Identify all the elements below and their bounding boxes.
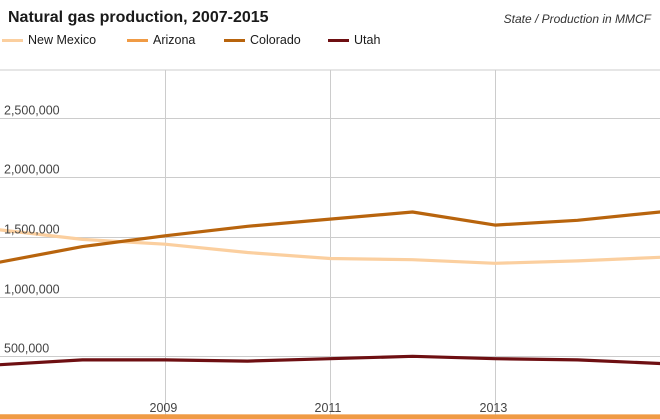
y-tick-label: 2,500,000 <box>4 104 60 118</box>
series-line-new-mexico[interactable] <box>0 228 660 265</box>
series-line-utah[interactable] <box>0 354 660 367</box>
tick-labels: 500,000 1,000,000 1,500,000 2,000,000 2,500,… <box>4 104 507 416</box>
y-tick-label: 2,000,000 <box>4 163 60 177</box>
series-line-colorado[interactable] <box>0 210 660 264</box>
legend-swatch-utah <box>328 39 349 42</box>
x-tick-label: 2011 <box>315 401 342 415</box>
legend: New Mexico Arizona Colorado Utah <box>0 32 660 50</box>
x-tick-label: 2009 <box>150 401 178 415</box>
legend-swatch-colorado <box>224 39 245 42</box>
legend-label-new-mexico: New Mexico <box>28 33 97 47</box>
y-tick-label: 1,000,000 <box>4 283 60 297</box>
chart-title: Natural gas production, 2007-2015 <box>8 9 269 26</box>
legend-label-colorado: Colorado <box>250 33 301 47</box>
y-tick-label: 1,500,000 <box>4 223 60 237</box>
legend-label-arizona: Arizona <box>153 33 196 47</box>
chart-subtitle: State / Production in MMCF <box>503 12 651 26</box>
legend-label-utah: Utah <box>354 33 381 47</box>
x-tick-label: 2013 <box>480 401 508 415</box>
legend-swatch-new-mexico <box>2 39 23 42</box>
legend-swatch-arizona <box>127 39 148 42</box>
y-tick-label: 500,000 <box>4 342 49 356</box>
